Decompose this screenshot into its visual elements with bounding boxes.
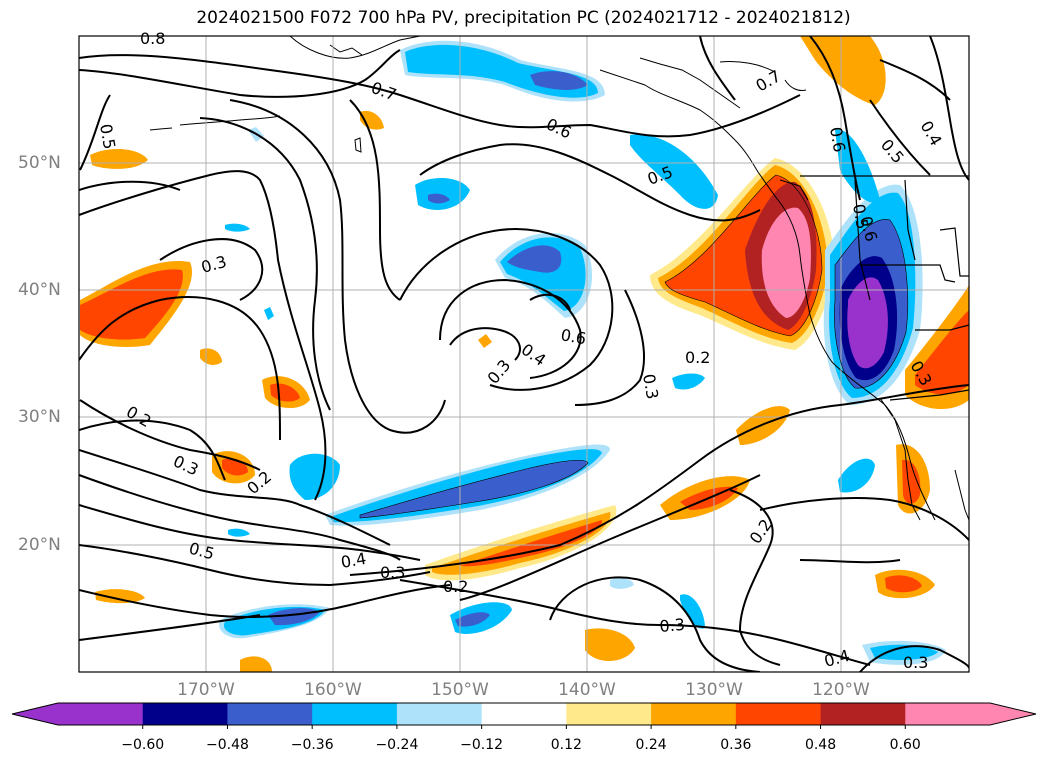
lat-label-50n: 50°N [18,153,61,173]
contour-label: 0.3 [639,372,662,400]
colorbar-segment [227,703,313,725]
colorbar-tick-label: −0.24 [375,737,419,753]
colorbar-arrow-min [12,703,58,725]
colorbar-arrow-max [990,703,1036,725]
colorbar-segment [481,703,567,725]
colorbar-segment [905,703,991,725]
contour-label: 0.3 [380,563,405,582]
colorbar-tick-label: −0.60 [121,737,165,753]
colorbar-segment [142,703,228,725]
lon-label-130w: 130°W [685,680,743,700]
colorbar-segment [312,703,398,725]
lon-label-150w: 150°W [431,680,489,700]
colorbar-tick-label: 0.24 [635,737,667,753]
pv-contours [79,36,969,672]
contour-label: 0.8 [140,29,165,48]
colorbar-segment [651,703,737,725]
contour-label: 0.5 [96,122,119,150]
contour-label: 0.6 [826,125,849,153]
map-title: 2024021500 F072 700 hPa PV, precipitatio… [196,8,851,28]
precip-outlines [359,174,909,519]
colorbar-segment [566,703,652,725]
contour-label: 0.4 [339,549,367,572]
lat-label-30n: 30°N [18,407,61,427]
political-borders [800,175,969,401]
contour-label: 0.3 [659,615,686,636]
colorbar-tick-label: −0.12 [460,737,504,753]
contour-label: 0.3 [903,653,928,672]
colorbar-tick-label: −0.36 [290,737,334,753]
contour-label: 0.2 [685,348,710,367]
lat-label-40n: 40°N [18,280,61,300]
colorbar-tick-label: −0.48 [206,737,249,753]
contour-label: 0.2 [443,577,468,596]
colorbar-tick-label: 0.60 [889,737,921,753]
contour-label: 0.5 [849,202,872,230]
lon-label-140w: 140°W [558,680,616,700]
colorbar-tick-label: 0.12 [550,737,582,753]
colorbar-segment [396,703,483,725]
lat-label-20n: 20°N [18,535,61,555]
colorbar-segment [58,703,144,725]
lon-label-170w: 170°W [177,680,235,700]
colorbar-segment [820,703,906,725]
gridlines [79,36,969,672]
lon-label-160w: 160°W [304,680,362,700]
colorbar-outline [11,702,1037,726]
colorbar-segment [735,703,822,725]
coastlines [149,36,969,521]
map-frame [78,35,970,673]
colorbar-tick-label: 0.36 [720,737,752,753]
contour-label: 0.6 [559,325,587,348]
colorbar-tick-label: 0.48 [804,737,837,753]
colorbar [11,702,1037,729]
lon-label-120w: 120°W [812,680,870,700]
